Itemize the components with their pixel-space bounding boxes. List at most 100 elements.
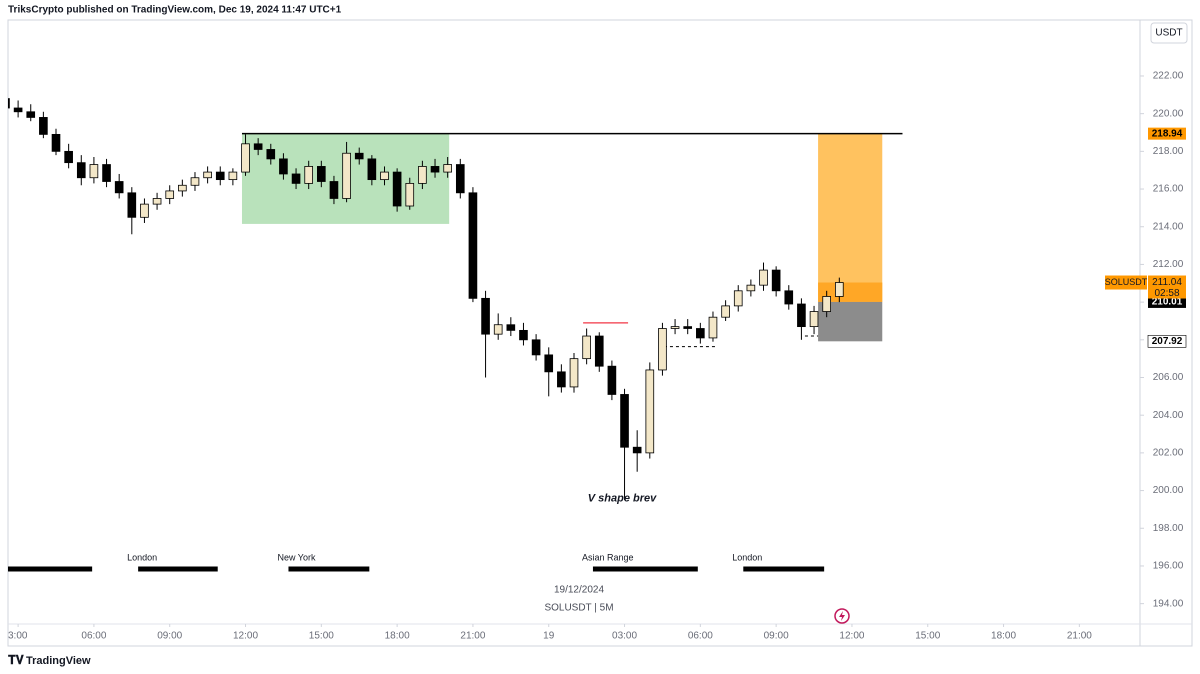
publish-header: TriksCrypto published on TradingView.com…	[8, 5, 342, 16]
candle-body	[797, 303, 806, 328]
alert-icon[interactable]	[834, 608, 850, 624]
candle-body	[89, 164, 99, 179]
y-tick-label: 218.00	[1153, 146, 1184, 157]
candle-body	[708, 316, 718, 339]
candle-body	[455, 164, 465, 194]
candle-body	[266, 149, 276, 160]
session-label: New York	[277, 552, 316, 562]
frame	[7, 19, 1193, 647]
candle-body	[102, 164, 111, 182]
candle-body	[594, 335, 604, 367]
candle-body	[784, 290, 794, 305]
candle-body	[809, 311, 819, 328]
candle-body	[342, 152, 351, 199]
x-tick-label: 09:00	[764, 631, 789, 642]
candle-body	[620, 394, 629, 448]
candle-body	[291, 173, 301, 184]
candle-body	[418, 166, 427, 184]
candle-body	[405, 182, 415, 207]
x-tick-label: 18:00	[385, 631, 410, 642]
countdown: 02:58	[1154, 288, 1179, 299]
candle-body	[531, 339, 541, 356]
candle-body	[253, 143, 263, 150]
y-tick-label: 212.00	[1153, 259, 1184, 270]
x-tick-label: 15:00	[309, 631, 334, 642]
candle-body	[430, 166, 440, 173]
candle-body	[178, 184, 187, 192]
x-tick-label: 21:00	[1067, 631, 1092, 642]
candle-body	[733, 290, 743, 307]
currency[interactable]: USDT	[1155, 28, 1182, 39]
session-label: London	[732, 552, 762, 562]
x-tick-label: 12:00	[839, 631, 864, 642]
candle-body	[683, 326, 693, 329]
symbol-tag: SOLUSDT	[1105, 277, 1148, 287]
candle-body	[822, 296, 831, 312]
candle-body	[607, 365, 617, 395]
candle-body	[569, 358, 579, 388]
annotation: V shape brev	[588, 493, 657, 505]
target-tag-bg	[1148, 127, 1186, 140]
candle-body	[544, 354, 554, 373]
currency-button[interactable]	[1150, 22, 1188, 44]
x-tick-label: 3:00	[8, 631, 28, 642]
footer-brand: TradingView	[26, 655, 91, 667]
candle-body	[76, 162, 86, 179]
candle-body	[506, 324, 516, 331]
x-tick-label: 18:00	[991, 631, 1016, 642]
candle-body	[557, 371, 566, 388]
date-caption: 19/12/2024	[554, 585, 604, 596]
candle-body	[759, 269, 768, 286]
alert-bolt	[839, 611, 845, 621]
x-tick-label: 15:00	[915, 631, 940, 642]
candle-body	[190, 177, 200, 186]
candle-body	[746, 284, 756, 292]
candle-body	[329, 181, 339, 199]
candle-body	[215, 171, 225, 181]
candle-body	[632, 446, 642, 454]
candle-body	[834, 282, 844, 297]
candle-body	[279, 158, 288, 175]
candle-body	[354, 152, 364, 160]
candle-body	[304, 166, 314, 184]
y-tick-label: 214.00	[1153, 221, 1184, 232]
candle-body	[443, 164, 452, 173]
candle-body	[39, 117, 48, 135]
candle-body	[152, 198, 162, 205]
y-tick-label: 200.00	[1153, 485, 1184, 496]
x-tick-label: 21:00	[460, 631, 485, 642]
candle-body	[367, 158, 377, 181]
y-tick-label: 206.00	[1153, 372, 1184, 383]
x-tick-label: 09:00	[157, 631, 182, 642]
target-tag: 218.94	[1152, 128, 1183, 139]
logo-mark: 𝐓𝐕	[8, 653, 25, 667]
last-price: 211.04	[1152, 277, 1182, 288]
y-tick-label: 222.00	[1153, 71, 1184, 82]
y-tick-label: 204.00	[1153, 410, 1184, 421]
y-tick-label: 216.00	[1153, 184, 1184, 195]
entry-tag: 210.01	[1152, 297, 1183, 308]
x-tick-label: 12:00	[233, 631, 258, 642]
y-tick-label: 202.00	[1153, 448, 1184, 459]
candle-body	[64, 150, 73, 164]
candle-body	[582, 335, 591, 360]
stop-tag-bg	[1147, 335, 1187, 348]
candle-body	[26, 111, 36, 118]
target-zone	[818, 133, 883, 302]
candle-body	[140, 203, 149, 218]
candle-body	[380, 171, 389, 181]
y-tick-label: 194.00	[1153, 598, 1184, 609]
x-tick-label: 06:00	[688, 631, 713, 642]
session-label: Asian Range	[582, 552, 634, 562]
y-tick-label: 220.00	[1153, 108, 1184, 119]
candle-body	[658, 328, 667, 371]
candle-body	[468, 192, 478, 299]
candle-body	[493, 324, 503, 335]
candle-body	[771, 269, 781, 292]
session-label: London	[127, 552, 157, 562]
x-tick-label: 06:00	[81, 631, 106, 642]
candle-body	[241, 143, 250, 173]
x-tick-label: 19	[543, 631, 555, 642]
